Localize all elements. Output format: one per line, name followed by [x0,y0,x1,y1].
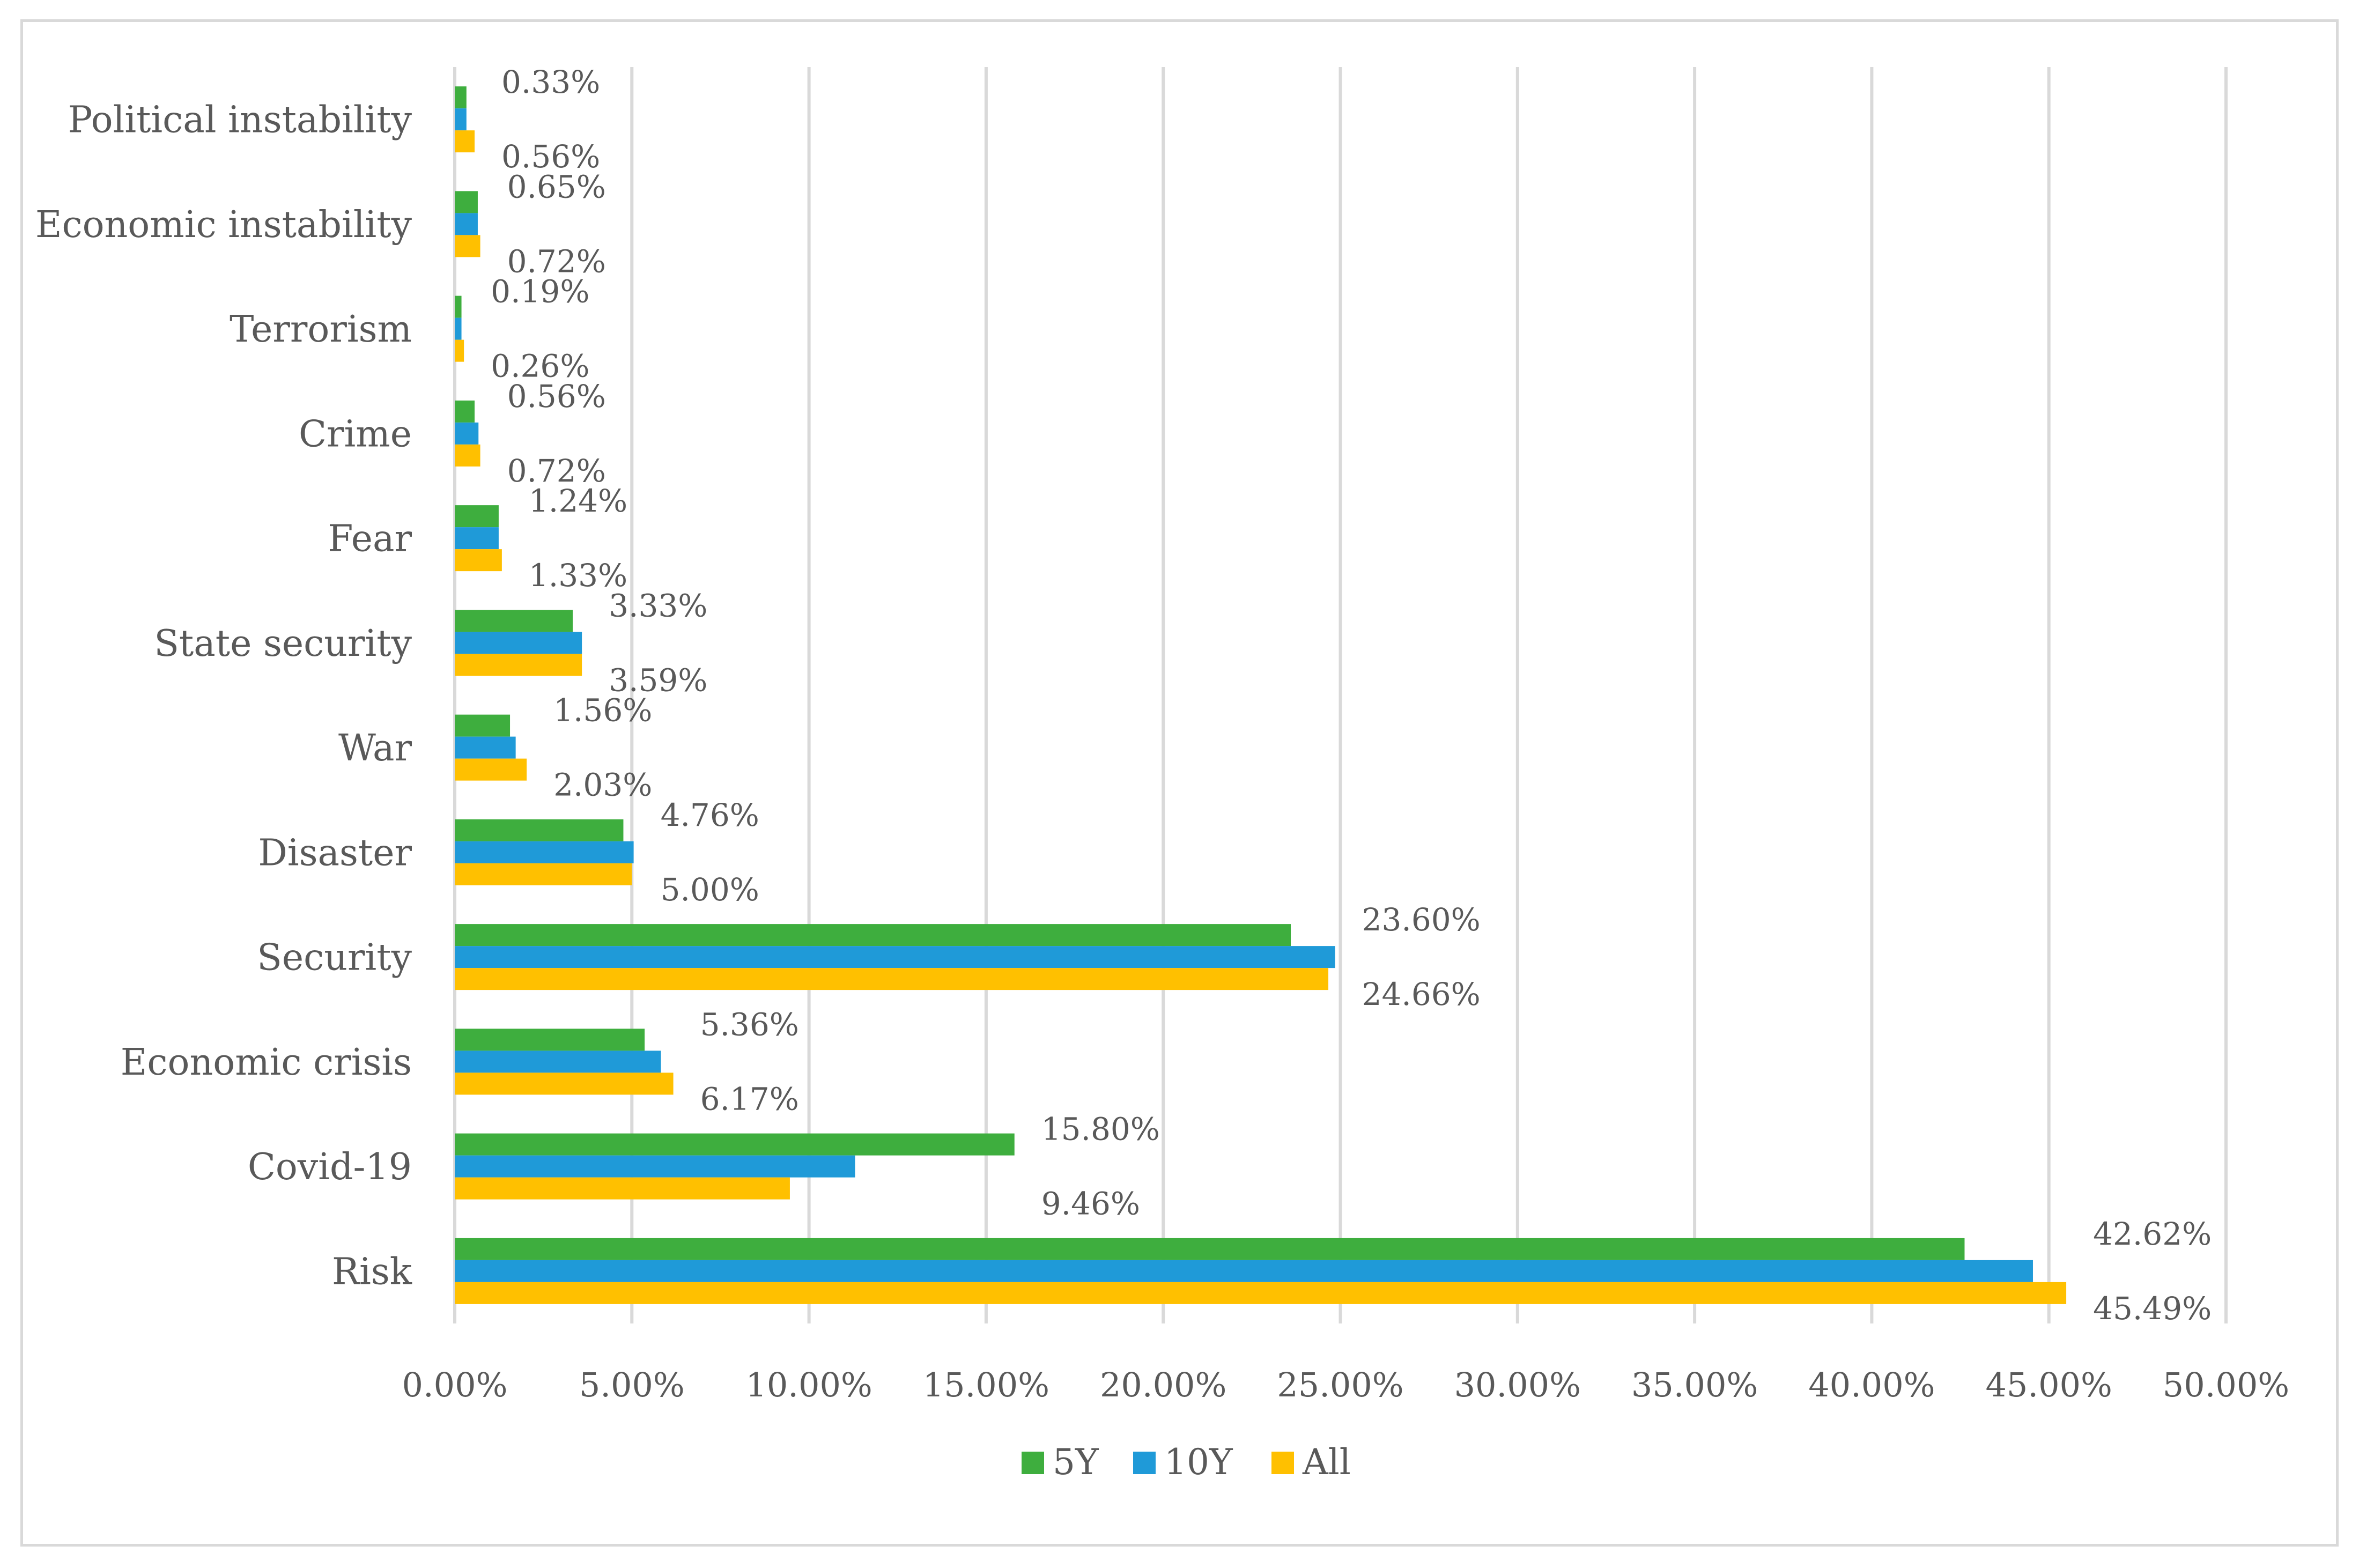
x-tick-label: 35.00% [1631,1365,1758,1404]
data-label-all-political-instability: 0.56% [501,138,600,175]
data-label-5y-covid-19: 15.80% [1041,1111,1160,1148]
bar-10y-state-security [455,632,582,654]
bar-10y-security [455,946,1335,968]
data-label-5y-war: 1.56% [553,692,652,729]
category-labels: Political instability Economic instabilit… [35,99,412,1293]
category-label-economic-crisis: Economic crisis [121,1041,412,1084]
category-label-state-security: State security [154,623,412,665]
category-label-covid-19: Covid-19 [248,1146,412,1188]
bar-10y-crime [455,422,479,445]
data-label-5y-disaster: 4.76% [661,797,759,833]
data-label-5y-crime: 0.56% [507,378,606,415]
data-label-5y-fear: 1.24% [529,483,627,519]
bar-all-crime [455,444,480,467]
x-tick-label: 15.00% [923,1365,1049,1404]
category-label-crime: Crime [299,413,412,455]
bar-all-covid-19 [455,1177,790,1200]
category-label-economic-instability: Economic instability [35,204,412,246]
data-label-5y-terrorism: 0.19% [491,273,589,310]
data-labels: 0.33%0.56%0.65%0.72%0.19%0.26%0.56%0.72%… [491,64,2212,1327]
bar-5y-economic-crisis [455,1029,645,1051]
bar-all-economic-instability [455,235,480,257]
data-label-all-disaster: 5.00% [661,871,759,908]
data-label-5y-economic-crisis: 5.36% [700,1006,799,1042]
legend: 5Y 10Y All [1022,1441,1351,1483]
data-label-all-fear: 1.33% [529,557,627,594]
category-label-terrorism: Terrorism [230,308,412,351]
bar-10y-disaster [455,841,634,863]
data-label-5y-risk: 42.62% [2093,1216,2212,1252]
bar-5y-political-instability [455,86,467,109]
data-label-all-economic-crisis: 6.17% [700,1081,799,1117]
bar-all-war [455,758,527,781]
bar-all-economic-crisis [455,1073,674,1095]
bar-all-risk [455,1282,2067,1304]
x-tick-label: 40.00% [1808,1365,1935,1404]
bar-all-state-security [455,654,582,676]
legend-label-5y: 5Y [1053,1441,1099,1483]
bar-5y-security [455,924,1291,946]
bar-all-political-instability [455,130,475,153]
bar-5y-risk [455,1238,1965,1260]
bar-all-disaster [455,863,632,885]
grid-lines [453,67,2228,1323]
data-label-all-covid-19: 9.46% [1041,1186,1140,1222]
bar-all-fear [455,549,502,572]
bar-10y-economic-crisis [455,1051,661,1073]
bar-10y-war [455,736,516,759]
data-label-all-war: 2.03% [553,767,652,803]
category-label-disaster: Disaster [258,832,412,874]
x-tick-label: 50.00% [2163,1365,2289,1404]
x-tick-label: 0.00% [402,1365,508,1404]
data-label-all-state-security: 3.59% [609,662,707,698]
bar-10y-economic-instability [455,213,478,235]
bar-10y-covid-19 [455,1155,855,1178]
bar-5y-war [455,714,511,737]
bar-all-terrorism [455,339,464,362]
x-tick-label: 30.00% [1454,1365,1581,1404]
x-tick-label: 45.00% [1985,1365,2112,1404]
category-label-war: War [338,727,412,770]
bar-5y-covid-19 [455,1133,1015,1156]
category-label-fear: Fear [328,518,412,560]
data-label-all-risk: 45.49% [2093,1290,2212,1327]
legend-swatch-10y [1133,1452,1156,1474]
bar-5y-state-security [455,610,573,632]
bar-10y-fear [455,527,499,550]
data-label-5y-economic-instability: 0.65% [507,168,606,205]
bar-all-security [455,968,1329,990]
data-label-all-crime: 0.72% [507,453,606,489]
legend-swatch-all [1271,1452,1294,1474]
legend-label-10y: 10Y [1164,1441,1233,1483]
bar-5y-disaster [455,819,624,841]
legend-swatch-5y [1022,1452,1044,1474]
category-label-security: Security [257,937,412,979]
x-axis-ticks: 0.00% 5.00% 10.00% 15.00% 20.00% 25.00% 30.00%… [402,1365,2290,1404]
bar-10y-political-instability [455,108,467,131]
category-label-risk: Risk [332,1251,412,1293]
bar-5y-terrorism [455,295,462,318]
x-tick-label: 10.00% [745,1365,872,1404]
data-label-5y-state-security: 3.33% [609,587,707,624]
category-label-political-instability: Political instability [68,99,412,142]
data-label-5y-political-instability: 0.33% [501,64,600,100]
x-tick-label: 20.00% [1100,1365,1226,1404]
bar-10y-terrorism [455,317,462,340]
data-label-5y-security: 23.60% [1362,901,1481,938]
data-label-all-economic-instability: 0.72% [507,243,606,279]
bars [455,86,2067,1304]
bar-10y-risk [455,1260,2033,1282]
x-tick-label: 5.00% [579,1365,685,1404]
bar-5y-fear [455,505,499,528]
legend-label-all: All [1302,1441,1351,1483]
x-tick-label: 25.00% [1277,1365,1403,1404]
bar-5y-economic-instability [455,191,478,213]
bar-5y-crime [455,400,475,423]
data-label-all-security: 24.66% [1362,976,1481,1012]
data-label-all-terrorism: 0.26% [491,348,589,384]
